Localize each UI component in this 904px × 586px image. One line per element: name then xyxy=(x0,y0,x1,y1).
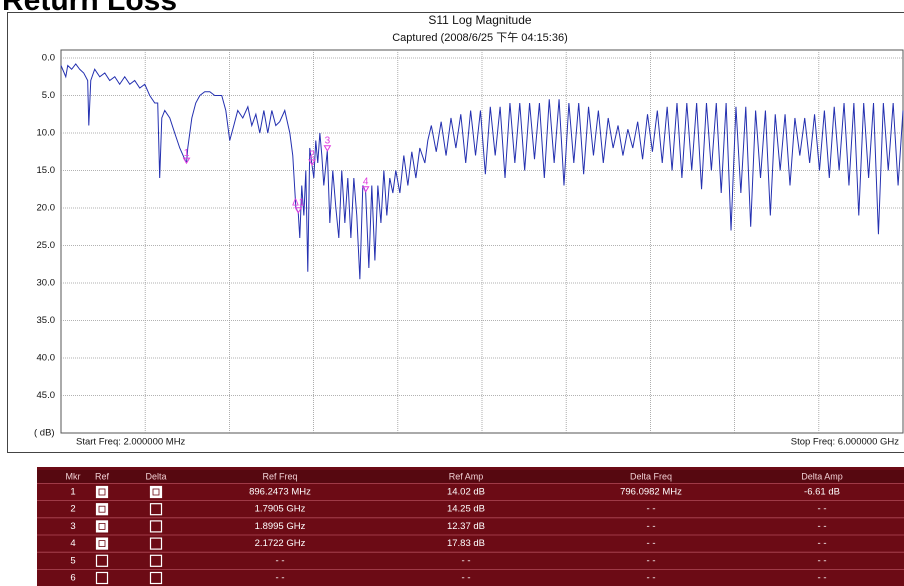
table-cell: 6 xyxy=(70,573,75,584)
chart-title: S11 Log Magnitude xyxy=(428,13,532,27)
table-cell: - - xyxy=(647,538,656,549)
y-tick-label: 40.0 xyxy=(37,353,56,364)
marker-label: 2 xyxy=(309,150,315,161)
table-cell: 796.0982 MHz xyxy=(620,487,682,498)
table-cell: - - xyxy=(462,555,471,566)
table-header xyxy=(37,470,904,483)
marker xyxy=(323,145,332,152)
table-cell: 1 xyxy=(70,487,75,498)
marker xyxy=(361,186,370,193)
table-cell: - - xyxy=(462,573,471,584)
table-cell: - - xyxy=(818,573,827,584)
table-cell: 12.37 dB xyxy=(447,521,485,532)
column-header: Ref Amp xyxy=(449,471,484,481)
table-cell: - - xyxy=(276,555,285,566)
column-header: Ref Freq xyxy=(262,471,297,481)
checkbox[interactable] xyxy=(95,537,109,550)
table-cell: 3 xyxy=(70,521,75,532)
marker-table xyxy=(37,467,904,586)
column-header: Delta Amp xyxy=(801,471,843,481)
table-cell: - - xyxy=(647,555,656,566)
marker-label: 4 xyxy=(363,176,369,187)
table-cell: - - xyxy=(647,521,656,532)
table-cell: - - xyxy=(818,538,827,549)
checkbox[interactable] xyxy=(149,571,163,585)
checkbox[interactable] xyxy=(95,520,109,533)
checkbox[interactable] xyxy=(95,485,109,499)
column-header: Delta Freq xyxy=(630,471,672,481)
y-axis-label: ( dB) xyxy=(34,428,55,439)
table-cell: - - xyxy=(818,504,827,515)
y-tick-label: 10.0 xyxy=(37,128,56,139)
table-cell: 4 xyxy=(70,538,75,549)
table-cell: 896.2473 MHz xyxy=(249,487,311,498)
delta-marker xyxy=(294,207,303,214)
column-header: Ref xyxy=(95,471,110,481)
table-cell: 1.8995 GHz xyxy=(255,521,306,532)
table-cell: 14.02 dB xyxy=(447,487,485,498)
checkbox[interactable] xyxy=(149,485,163,499)
table-cell: - - xyxy=(818,555,827,566)
table-cell: 2 xyxy=(70,504,75,515)
column-header: Mkr xyxy=(66,471,81,481)
checkbox[interactable] xyxy=(95,571,109,585)
delta-marker-label: Δ1 xyxy=(292,197,305,208)
table-cell: 5 xyxy=(70,555,75,566)
marker xyxy=(308,159,316,166)
checkbox[interactable] xyxy=(95,503,109,516)
chart-subtitle: Captured (2008/6/25 下午 04:15:36) xyxy=(392,31,568,44)
y-tick-label: 35.0 xyxy=(37,315,56,326)
checkbox[interactable] xyxy=(149,554,163,567)
y-tick-label: 0.0 xyxy=(42,53,55,64)
y-tick-label: 30.0 xyxy=(37,278,56,289)
checkbox-check xyxy=(98,540,106,547)
y-tick-label: 20.0 xyxy=(37,203,56,214)
column-header: Delta xyxy=(145,471,166,481)
table-cell: - - xyxy=(647,573,656,584)
y-tick-label: 45.0 xyxy=(37,390,56,401)
table-cell: 17.83 dB xyxy=(447,538,485,549)
trace xyxy=(60,63,904,280)
checkbox[interactable] xyxy=(149,520,163,533)
table-cell: 14.25 dB xyxy=(447,504,485,515)
checkbox[interactable] xyxy=(95,554,109,567)
checkbox-check xyxy=(152,488,160,496)
marker-label: 1 xyxy=(184,148,190,159)
checkbox[interactable] xyxy=(149,503,163,516)
y-tick-label: 15.0 xyxy=(37,165,56,176)
stop-freq: Stop Freq: 6.000000 GHz xyxy=(791,437,900,448)
table-cell: - - xyxy=(647,504,656,515)
chart-frame xyxy=(7,12,904,453)
table-cell: -6.61 dB xyxy=(804,487,840,498)
table-cell: - - xyxy=(276,573,285,584)
table-cell: - - xyxy=(818,521,827,532)
checkbox-check xyxy=(98,523,106,530)
checkbox[interactable] xyxy=(149,537,163,550)
checkbox-check xyxy=(98,488,106,496)
y-tick-label: 25.0 xyxy=(37,240,56,251)
marker-label: 3 xyxy=(325,135,331,146)
marker xyxy=(182,157,191,165)
table-cell: 1.7905 GHz xyxy=(255,504,306,515)
checkbox-check xyxy=(98,505,106,513)
table-cell: 2.1722 GHz xyxy=(255,538,306,549)
y-tick-label: 5.0 xyxy=(42,90,55,101)
start-freq: Start Freq: 2.000000 MHz xyxy=(76,437,186,448)
